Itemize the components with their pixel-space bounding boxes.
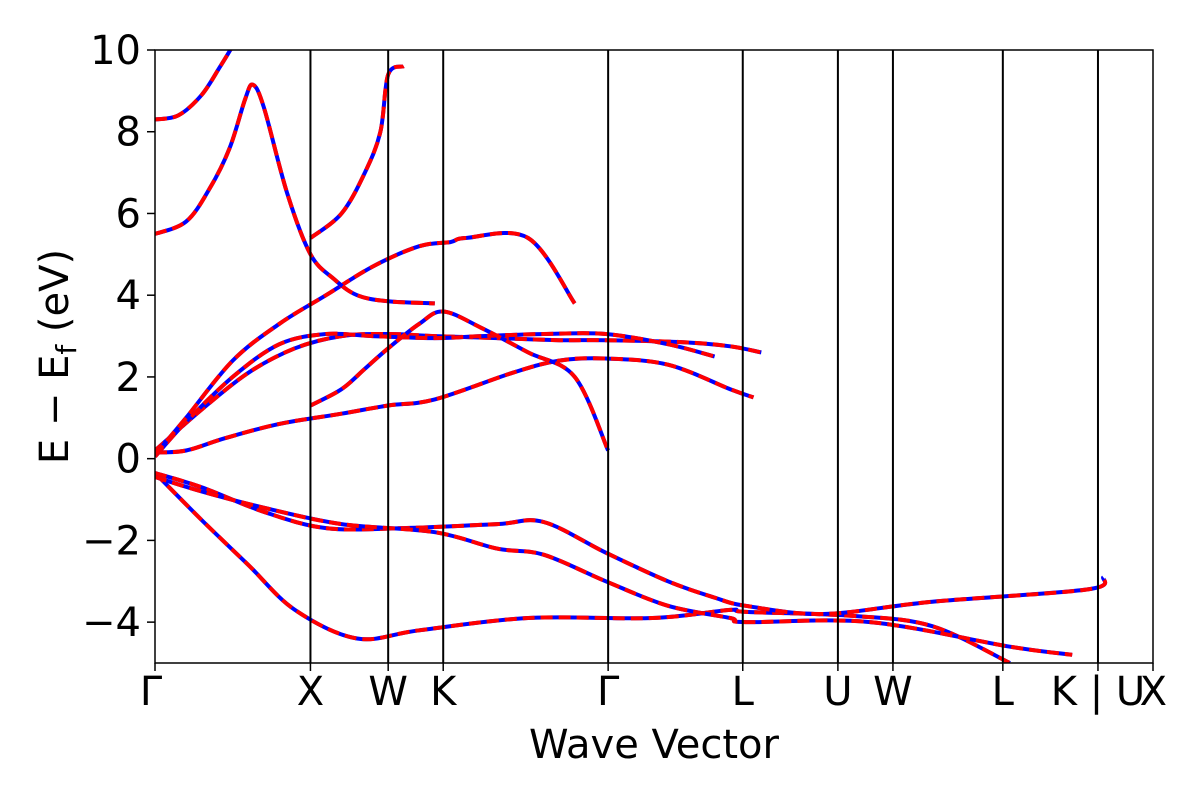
- x-tick-label: W: [368, 669, 408, 715]
- x-tick-label: L: [992, 669, 1015, 715]
- x-tick-label: X: [1140, 669, 1167, 715]
- y-tick-label: 4: [116, 273, 141, 319]
- band-line-b: [309, 64, 405, 240]
- y-tick-label: −2: [82, 518, 141, 564]
- x-tick-label: U: [823, 669, 852, 715]
- x-tick-label: Γ: [597, 669, 620, 715]
- band-line-a: [155, 231, 577, 456]
- band-line-b: [155, 471, 1011, 663]
- y-axis-label-sub: f: [50, 344, 83, 355]
- x-tick-label: L: [732, 669, 755, 715]
- y-axis-ticks: −4 −2 0 2 4 6 8 10: [82, 28, 155, 646]
- y-axis-label-main: E − E: [32, 355, 78, 465]
- x-tick-label: K | U: [1051, 669, 1145, 715]
- band-line-a: [309, 64, 405, 240]
- band-line-b: [155, 331, 716, 458]
- band-line-a: [155, 82, 435, 306]
- plot-area: [155, 50, 1108, 663]
- x-axis-label: Wave Vector: [529, 722, 780, 768]
- band-line-a: [309, 309, 610, 452]
- high-symmetry-lines: [309, 50, 1099, 663]
- band-line-a: [155, 475, 1073, 657]
- band-line-a: [155, 356, 755, 455]
- band-line-a: [155, 331, 716, 458]
- plot-frame: [154, 49, 1154, 664]
- y-axis-label: E − Ef (eV): [32, 249, 83, 464]
- y-tick-label: 8: [116, 110, 141, 156]
- y-tick-label: 6: [116, 191, 141, 237]
- y-tick-label: 10: [90, 28, 141, 74]
- band-line-a: [155, 471, 1108, 617]
- band-line-b: [155, 356, 755, 455]
- y-tick-label: 0: [116, 437, 141, 483]
- x-tick-label: X: [297, 669, 324, 715]
- y-tick-label: −4: [82, 600, 141, 646]
- x-tick-label: K: [430, 669, 458, 715]
- band-line-b: [155, 82, 435, 306]
- band-line-a: [155, 471, 1011, 663]
- x-tick-label: W: [873, 669, 913, 715]
- x-tick-label: Γ: [140, 669, 163, 715]
- band-line-a: [155, 50, 233, 122]
- y-axis-label-unit: (eV): [32, 249, 78, 345]
- y-tick-label: 2: [116, 355, 141, 401]
- band-line-b: [155, 50, 233, 122]
